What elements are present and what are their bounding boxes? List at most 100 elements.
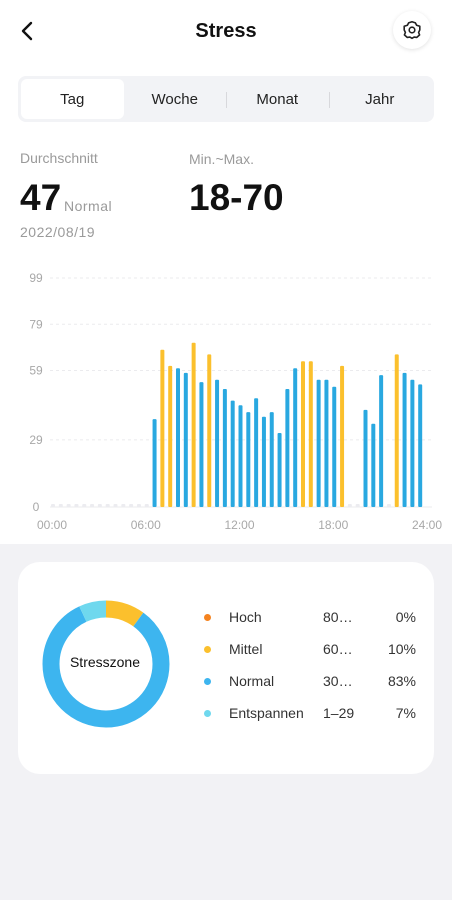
empty-bar xyxy=(355,504,360,507)
legend-dot xyxy=(204,614,211,621)
stress-bar-mittel xyxy=(308,361,313,507)
donut-segment-normal xyxy=(42,600,170,728)
stress-zone-donut xyxy=(42,600,170,728)
legend-range: 30… xyxy=(323,673,353,689)
empty-bar xyxy=(51,504,55,507)
legend-dot xyxy=(204,646,211,653)
header: Stress xyxy=(0,0,452,64)
tab-monat-label: Monat xyxy=(256,90,299,108)
tab-divider xyxy=(226,92,227,108)
y-tick-label: 59 xyxy=(29,364,43,378)
back-button[interactable] xyxy=(12,14,44,48)
legend-percent: 10% xyxy=(387,641,416,657)
stress-bar-normal xyxy=(324,379,329,507)
stress-bar-normal xyxy=(371,423,376,507)
average-value: 47 xyxy=(20,177,62,218)
tab-tag-label: Tag xyxy=(60,90,85,108)
stress-bar-normal xyxy=(215,379,220,507)
empty-bar xyxy=(74,504,79,507)
legend-row-mittel: Mittel 60… 10% xyxy=(204,640,424,660)
stress-bar-normal xyxy=(269,412,274,507)
stress-bar-normal xyxy=(332,386,337,507)
x-tick-label: 06:00 xyxy=(131,518,161,532)
legend-percent: 0% xyxy=(395,609,416,625)
y-tick-label: 29 xyxy=(29,433,43,447)
stress-bar-normal xyxy=(293,368,298,507)
stress-bar-mittel xyxy=(394,354,399,507)
empty-bar xyxy=(105,504,110,507)
tab-woche-label: Woche xyxy=(151,90,198,108)
stress-bar-normal xyxy=(277,432,282,507)
tab-woche[interactable]: Woche xyxy=(124,79,227,119)
minmax-value: 18-70 xyxy=(189,177,284,218)
date-label: 2022/08/19 xyxy=(20,224,96,240)
empty-bar xyxy=(97,504,102,507)
empty-bar xyxy=(82,504,87,507)
stress-bar-normal xyxy=(418,384,423,507)
empty-bar xyxy=(386,504,391,507)
stress-bar-normal xyxy=(238,405,243,507)
chevron-left-icon xyxy=(21,21,33,41)
stress-bar-normal xyxy=(363,409,368,507)
legend-percent: 7% xyxy=(395,705,416,721)
tab-monat[interactable]: Monat xyxy=(226,79,329,119)
x-tick-label: 18:00 xyxy=(318,518,348,532)
y-tick-label: 79 xyxy=(29,317,43,331)
donut-center-label: Stresszone xyxy=(69,654,141,670)
average-label: Durchschnitt xyxy=(20,150,98,166)
stress-bar-normal xyxy=(246,412,251,507)
legend-name: Normal xyxy=(229,673,275,689)
stress-zone-card: Stresszone Hoch 80… 0% Mittel 60… 10% No… xyxy=(18,562,434,774)
tab-jahr[interactable]: Jahr xyxy=(328,79,432,119)
legend-row-normal: Normal 30… 83% xyxy=(204,672,424,692)
settings-button[interactable] xyxy=(393,11,431,49)
empty-bar xyxy=(113,504,118,507)
empty-bar xyxy=(58,504,63,507)
period-tabs: Tag Woche Monat Jahr xyxy=(18,76,434,122)
stress-bar-normal xyxy=(176,368,180,507)
stress-bar-normal xyxy=(285,389,290,507)
x-tick-label: 24:00 xyxy=(412,518,442,532)
y-tick-label: 0 xyxy=(33,500,40,514)
stress-bar-normal xyxy=(152,419,157,507)
page-title: Stress xyxy=(195,20,257,42)
tab-divider xyxy=(328,92,330,108)
legend-range: 60… xyxy=(323,641,353,657)
stress-bar-mittel xyxy=(301,361,305,507)
stress-bar-normal xyxy=(183,372,188,507)
legend-name: Hoch xyxy=(229,609,262,625)
legend-range: 1–29 xyxy=(323,705,355,721)
stress-bar-chart: 99 79 59 29 0 00:00 06:00 12:00 18:00 24:00 xyxy=(29,271,442,532)
stress-bar-mittel xyxy=(168,365,173,507)
donut-segment-entspannen xyxy=(42,600,170,728)
empty-bar xyxy=(347,504,352,507)
legend-name: Mittel xyxy=(229,641,263,657)
empty-bar xyxy=(129,504,134,507)
legend-range: 80… xyxy=(323,609,353,625)
empty-bar xyxy=(136,504,141,507)
legend-row-entspannen: Entspannen 1–29 7% xyxy=(204,704,424,724)
stress-bar-normal xyxy=(402,372,407,507)
gear-icon xyxy=(403,21,421,40)
tab-tag[interactable]: Tag xyxy=(21,79,124,119)
empty-bar xyxy=(144,504,149,507)
x-tick-label: 12:00 xyxy=(224,518,254,532)
average-status: Normal xyxy=(64,198,113,214)
stress-bar-mittel xyxy=(160,349,165,507)
legend-dot xyxy=(204,710,211,717)
stress-bar-mittel xyxy=(191,342,196,507)
stress-bar-normal xyxy=(254,398,259,507)
stress-panel: Stress Tag Woche Monat Jahr Durchschnitt… xyxy=(0,0,452,544)
empty-bar xyxy=(66,504,71,507)
legend-row-hoch: Hoch 80… 0% xyxy=(204,608,424,628)
tab-jahr-label: Jahr xyxy=(365,90,395,108)
empty-bar xyxy=(121,504,126,507)
stress-bar-normal xyxy=(410,379,415,507)
stress-bar-normal xyxy=(230,400,235,507)
stress-bar-normal xyxy=(222,389,227,507)
stress-bar-normal xyxy=(261,416,266,507)
legend-name: Entspannen xyxy=(229,705,304,721)
stress-bar-normal xyxy=(316,379,321,507)
legend-percent: 83% xyxy=(387,673,416,689)
y-tick-label: 99 xyxy=(29,271,43,285)
